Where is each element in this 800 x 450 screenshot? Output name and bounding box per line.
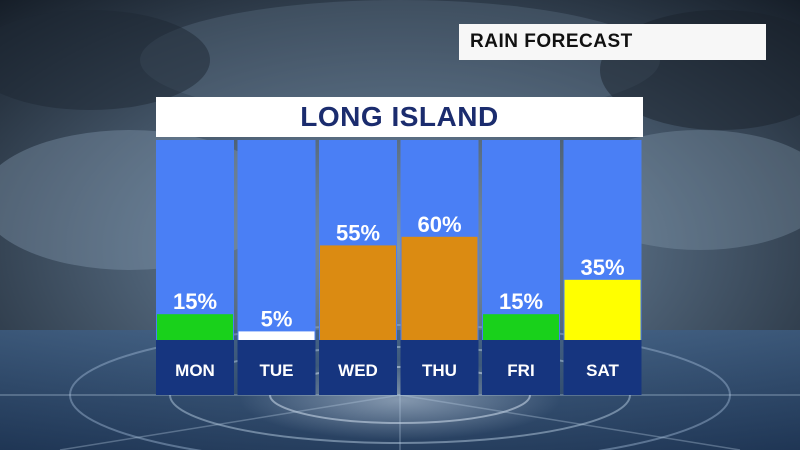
day-label: SAT [586, 361, 619, 380]
day-label-bar [237, 340, 316, 395]
rain-chance-bar [157, 314, 233, 340]
day-label-bar [400, 340, 479, 395]
day-label-bar [156, 340, 234, 395]
rain-chance-bar [238, 331, 315, 340]
rain-chance-bar [320, 245, 396, 340]
day-column [237, 140, 316, 340]
day-column [482, 140, 560, 340]
rain-chance-bar [564, 279, 641, 340]
region-title: LONG ISLAND [156, 97, 643, 137]
rain-chance-bar [483, 314, 559, 340]
rain-chance-value-label: 55% [336, 220, 380, 245]
day-label: THU [422, 361, 457, 380]
day-label: MON [175, 361, 215, 380]
day-label-bar [482, 340, 560, 395]
day-label: TUE [260, 361, 294, 380]
day-label-bar [563, 340, 642, 395]
day-label-bar [319, 340, 397, 395]
day-column [156, 140, 234, 340]
rain-chance-value-label: 15% [173, 289, 217, 314]
rain-forecast-label: RAIN FORECAST [459, 24, 766, 60]
rain-chance-bar [401, 236, 478, 340]
rain-chance-value-label: 35% [580, 255, 624, 280]
rain-chance-value-label: 15% [499, 289, 543, 314]
day-label: FRI [507, 361, 534, 380]
rain-chance-value-label: 5% [261, 306, 293, 331]
rain-chance-value-label: 60% [417, 212, 461, 237]
day-label: WED [338, 361, 378, 380]
